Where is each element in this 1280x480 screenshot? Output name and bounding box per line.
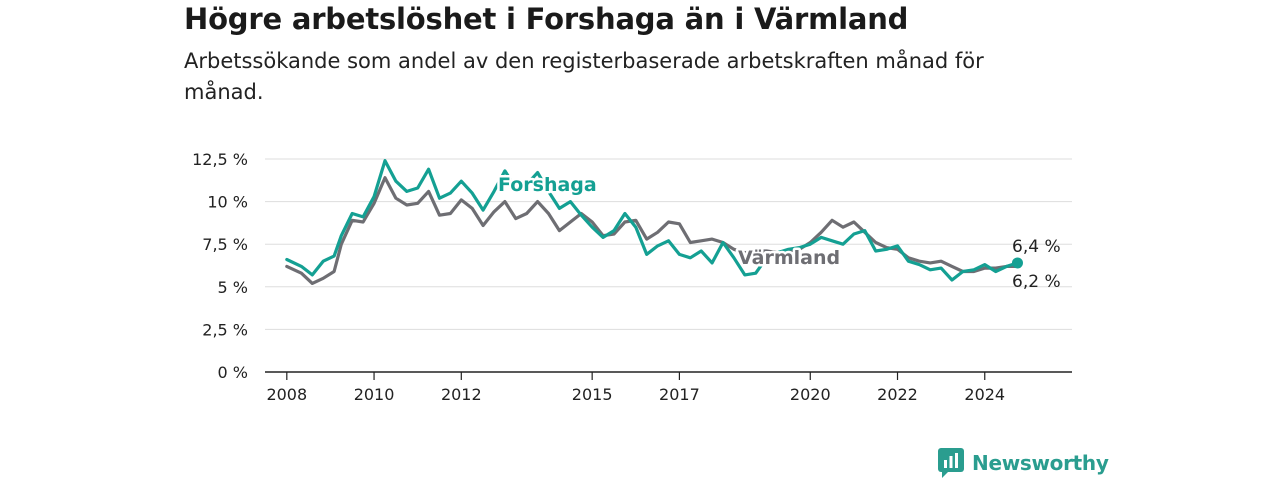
y-tick-label: 12,5 % bbox=[192, 150, 248, 169]
y-tick-label: 0 % bbox=[218, 363, 248, 382]
y-tick-label: 5 % bbox=[218, 278, 248, 297]
x-tick-label: 2015 bbox=[572, 385, 613, 404]
series-labels: Forshaga Värmland 6,4 % 6,2 % bbox=[496, 172, 1061, 293]
y-tick-label: 7,5 % bbox=[202, 235, 248, 254]
x-tick-label: 2022 bbox=[877, 385, 918, 404]
x-tick-label: 2024 bbox=[964, 385, 1005, 404]
chart-title: Högre arbetslöshet i Forshaga än i Värml… bbox=[184, 2, 909, 36]
series-label-varmland: Värmland bbox=[738, 247, 840, 269]
newsworthy-icon bbox=[938, 448, 964, 478]
series-line-varmland bbox=[285, 176, 1020, 285]
x-axis: 2008 2010 2012 2015 2017 2020 2022 2024 bbox=[265, 371, 1072, 404]
series-line-forshaga bbox=[285, 159, 1020, 282]
y-tick-label: 2,5 % bbox=[202, 320, 248, 339]
grid-lines bbox=[265, 158, 1072, 330]
series-label-forshaga: Forshaga bbox=[498, 174, 597, 196]
newsworthy-logo: Newsworthy bbox=[938, 448, 1109, 478]
forshaga-end-marker bbox=[1011, 257, 1023, 269]
chart-subtitle: Arbetssökande som andel av den registerb… bbox=[184, 49, 984, 104]
x-tick-label: 2012 bbox=[441, 385, 482, 404]
end-label-forshaga: 6,4 % bbox=[1012, 237, 1061, 257]
x-tick-label: 2008 bbox=[266, 385, 307, 404]
end-label-varmland: 6,2 % bbox=[1012, 272, 1061, 292]
x-tick-label: 2020 bbox=[790, 385, 831, 404]
y-axis-tick-labels: 0 % 2,5 % 5 % 7,5 % 10 % 12,5 % bbox=[192, 150, 248, 382]
x-tick-label: 2010 bbox=[354, 385, 395, 404]
x-tick-label: 2017 bbox=[659, 385, 700, 404]
series-lines bbox=[285, 159, 1020, 285]
brand-name: Newsworthy bbox=[972, 451, 1109, 475]
y-tick-label: 10 % bbox=[207, 193, 248, 212]
